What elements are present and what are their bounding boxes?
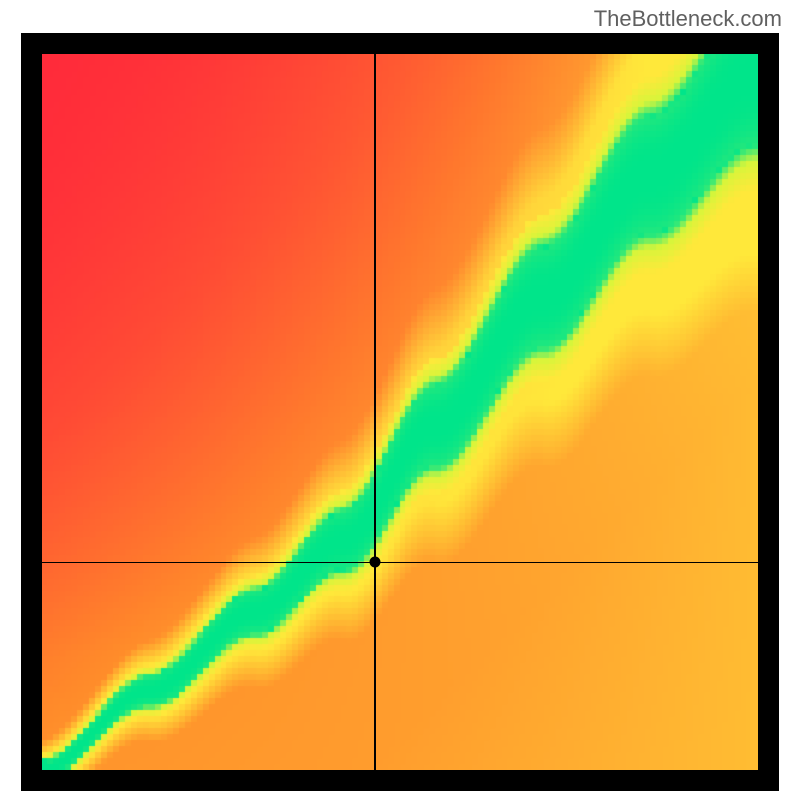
crosshair-vertical [374,54,375,770]
heatmap-frame [21,33,779,791]
watermark-text: TheBottleneck.com [594,6,782,32]
data-point-marker [369,557,380,568]
chart-container: TheBottleneck.com [0,0,800,800]
crosshair-horizontal [42,562,758,563]
heatmap-canvas [42,54,758,770]
